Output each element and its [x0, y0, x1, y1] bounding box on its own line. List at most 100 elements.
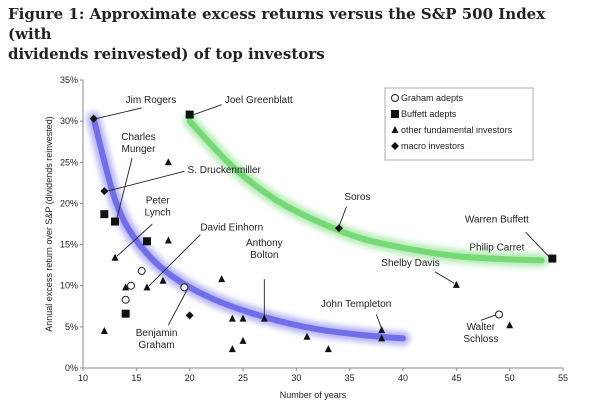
annotation-label: Joel Greenblatt	[225, 95, 293, 106]
data-point-open-circle	[180, 283, 189, 292]
data-point-triangle	[218, 275, 226, 283]
data-point-triangle	[159, 276, 167, 284]
y-tick-label: 20%	[60, 198, 78, 208]
x-tick-label: 10	[78, 373, 88, 383]
annotation-label: Shelby Davis	[381, 258, 439, 269]
y-tick-label: 10%	[60, 281, 78, 291]
data-point-square	[111, 217, 119, 226]
legend-label: macro investors	[401, 141, 465, 151]
legend-label: Graham adepts	[401, 93, 464, 103]
x-tick-label: 55	[558, 373, 568, 383]
data-point-triangle	[324, 345, 332, 353]
data-point-triangle	[506, 321, 514, 329]
figure-title-line-2: dividends reinvested) of top investors	[8, 45, 325, 63]
data-point-triangle	[260, 314, 268, 322]
data-point-square	[121, 309, 130, 318]
x-tick-label: 50	[505, 373, 515, 383]
legend-label: other fundamental investors	[401, 125, 513, 135]
x-tick-label: 40	[398, 373, 408, 383]
annotation-label: David Einhorn	[200, 223, 263, 234]
data-point-diamond	[100, 187, 109, 196]
data-point-square	[548, 254, 557, 263]
data-point-triangle	[239, 336, 247, 344]
data-point-diamond	[89, 114, 98, 123]
annotation-leader-line	[338, 206, 347, 227]
y-tick-label: 0%	[65, 363, 78, 373]
y-tick-label: 5%	[65, 322, 78, 332]
annotation-leader-line	[116, 158, 133, 218]
trend-band-1	[90, 115, 406, 342]
data-point-triangle	[122, 283, 130, 291]
data-point-diamond	[335, 224, 343, 233]
annotation-leader-line	[375, 314, 383, 329]
annotation-leader-line	[525, 231, 550, 258]
annotations: Jim Rogers Joel Greenblatt Charles Munger S.…	[95, 95, 550, 351]
data-point-triangle	[100, 326, 108, 334]
data-point-triangle	[452, 280, 460, 288]
annotation-label: Warren Buffett	[465, 214, 529, 225]
annotation-label: Jim Rogers	[126, 95, 177, 106]
annotation-leader-line	[116, 223, 153, 257]
x-tick-label: 45	[451, 373, 461, 383]
x-axis-label: Number of years	[280, 390, 347, 400]
data-point-triangle	[228, 345, 236, 353]
annotation-leader-line	[148, 234, 201, 287]
data-point-open-circle	[121, 295, 130, 304]
data-point-triangle	[111, 253, 119, 261]
trend-bands	[86, 111, 549, 346]
annotation-leader-line	[480, 314, 498, 321]
data-point-triangle	[228, 314, 236, 322]
annotation-label: Walter Schloss	[463, 322, 498, 345]
x-tick-label: 30	[291, 373, 301, 383]
data-point-triangle	[303, 332, 311, 340]
data-point-diamond	[185, 311, 194, 320]
legend-marker	[391, 126, 399, 133]
annotation-leader-line	[434, 271, 455, 284]
data-point-triangle	[378, 334, 386, 342]
legend-label: Buffett adepts	[401, 109, 457, 119]
data-point-triangle	[164, 236, 172, 244]
annotation-label: Soros	[344, 192, 370, 203]
data-point-open-circle	[127, 281, 135, 290]
data-point-open-circle	[137, 266, 146, 275]
annotation-leader-line	[167, 288, 188, 326]
annotation-label: Philip Carret	[469, 242, 524, 253]
legend-marker	[391, 142, 399, 150]
legend: Graham adepts Buffett adepts other fundame…	[384, 87, 534, 161]
y-tick-label: 35%	[60, 75, 78, 85]
x-tick-label: 20	[185, 373, 195, 383]
data-point-triangle	[164, 158, 172, 166]
annotation-label: John Templeton	[321, 299, 391, 310]
figure-title-line-1: Figure 1: Approximate excess returns ver…	[8, 5, 546, 43]
data-point-square	[143, 237, 151, 246]
annotation-leader-line	[95, 107, 142, 120]
data-point-triangle	[143, 283, 151, 291]
x-tick-label: 25	[238, 373, 248, 383]
data-point-triangle	[239, 314, 247, 322]
y-tick-label: 25%	[60, 157, 78, 167]
y-tick-label: 30%	[60, 116, 78, 126]
legend-marker	[391, 94, 399, 102]
y-tick-label: 15%	[60, 240, 78, 250]
annotation-leader-line	[107, 170, 185, 192]
data-point-triangle	[378, 326, 386, 334]
legend-marker	[391, 110, 399, 118]
annotation-leader-line	[193, 104, 222, 115]
annotation-label: Benjamin Graham	[136, 328, 178, 351]
annotation-label: Charles Munger	[121, 132, 156, 155]
data-point-open-circle	[495, 310, 503, 319]
annotation-label: S. Druckenmiller	[188, 165, 262, 176]
trend-band-2	[186, 118, 545, 264]
legend-box	[384, 87, 534, 161]
y-axis-label: Annual excess return over S&P (dividends…	[44, 116, 54, 331]
figure-title: Figure 1: Approximate excess returns ver…	[8, 4, 588, 64]
x-tick-label: 35	[345, 373, 355, 383]
data-point-square	[100, 210, 109, 219]
x-tick-label: 15	[131, 373, 141, 383]
axes: 10 15 20 25 30 35 40 45 50 55 0% 5% 10% 15% 20% 25% 30% 3…	[44, 75, 568, 400]
annotation-label: Anthony Bolton	[246, 238, 283, 261]
annotation-label: Peter Lynch	[145, 195, 171, 218]
data-point-square	[185, 110, 194, 119]
data-points	[89, 110, 557, 353]
